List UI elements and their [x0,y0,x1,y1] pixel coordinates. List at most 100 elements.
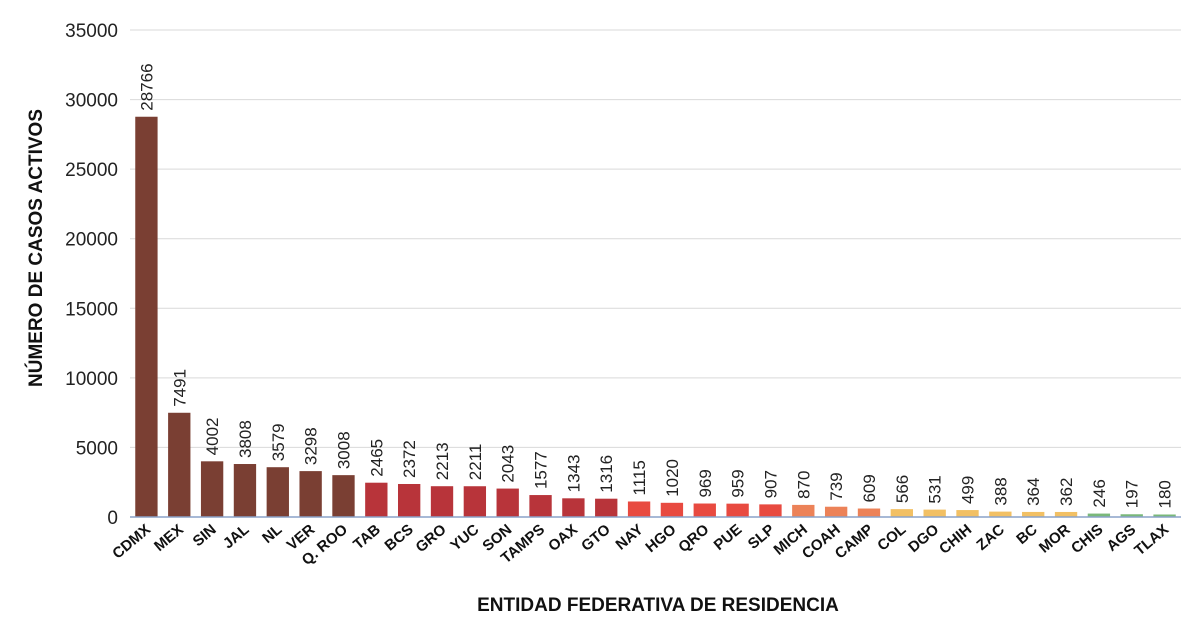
x-tick-label: TLAX [1131,521,1172,559]
bar [332,475,355,517]
data-label: 180 [1156,480,1175,508]
bar [1153,514,1176,517]
bar [1087,513,1111,517]
bar [989,511,1012,517]
bar [824,506,848,517]
bar [266,467,289,517]
data-label: 499 [959,476,978,504]
bar [135,116,158,518]
bar [956,510,979,517]
bar [792,504,815,517]
x-tick-label: PUE [711,521,746,554]
x-tick-label: QRO [675,521,712,556]
data-label: 4002 [203,417,222,455]
x-tick-label: TAB [350,521,384,553]
x-tick-label: CAMP [832,521,877,562]
bar [299,471,322,517]
y-tick-label: 10000 [65,369,118,390]
y-tick-label: 25000 [65,160,118,181]
data-label: 197 [1123,480,1142,508]
bar [365,482,388,517]
x-tick-label: DGO [905,521,942,556]
data-label: 1020 [663,459,682,497]
data-label: 246 [1090,479,1109,507]
bar [890,509,913,517]
bar [398,483,421,517]
x-tick-label: CHIS [1068,521,1106,557]
data-labels: 28766 7491 4002 3808 3579 3298 3008 2465 2372 221… [137,63,1174,508]
bar [200,461,224,517]
data-label: 3298 [302,427,321,465]
x-tick-label: YUC [447,521,482,554]
data-label: 2465 [367,439,386,477]
data-label: 3808 [236,420,255,458]
x-tick-label: NL [259,521,285,547]
data-label: 1115 [630,460,649,495]
x-tick-label: BCS [382,521,417,554]
bars [135,116,1176,518]
data-label: 907 [761,470,780,498]
y-axis-title: NÚMERO DE CASOS ACTIVOS [25,109,47,387]
x-tick-label: GTO [578,521,614,555]
data-label: 969 [696,469,715,497]
data-label: 959 [729,469,748,497]
y-tick-label: 5000 [76,438,118,459]
y-tick-label: 15000 [65,299,118,320]
x-tick-label: NAY [613,521,647,553]
data-label: 388 [991,477,1010,505]
bar [1120,514,1143,517]
x-tick-label: MOR [1036,521,1074,557]
x-tick-label: OAX [545,521,581,555]
data-label: 364 [1024,478,1043,506]
x-tick-label: HGO [642,521,679,556]
bar [923,509,946,517]
data-label: 362 [1057,478,1076,506]
data-label: 3579 [269,423,288,461]
x-axis-title: ENTIDAD FEDERATIVA DE RESIDENCIA [477,595,839,616]
bar [726,503,749,517]
y-tick-label: 20000 [65,230,118,251]
gridlines [130,29,1181,448]
data-label: 531 [926,475,945,503]
x-tick-label: JAL [220,521,253,552]
bar [857,508,881,517]
bar [660,502,684,517]
data-label: 566 [893,475,912,503]
data-label: 870 [794,471,813,499]
data-label: 1316 [597,455,616,493]
x-tick-label: ZAC [973,521,1008,554]
bar [529,495,552,517]
x-tick-label: GRO [412,521,449,556]
bar [693,503,716,517]
data-label: 7491 [170,369,189,407]
x-tick-label: CHIH [936,521,975,558]
data-label: 1343 [564,454,583,492]
bar [1054,511,1078,517]
bar [496,488,519,517]
bar [168,412,191,517]
y-tick-label: 0 [107,508,118,529]
y-tick-label: 30000 [65,91,118,112]
y-axis-ticks: 0 5000 10000 15000 20000 25000 30000 35000 [65,21,118,529]
data-label: 3008 [334,431,353,469]
data-label: 28766 [137,63,156,110]
x-tick-label: SIN [190,521,220,550]
data-label: 2043 [499,445,518,483]
bar [430,486,454,517]
data-label: 1577 [532,451,551,489]
bar [1022,511,1045,517]
bar [627,501,651,517]
x-tick-label: COL [874,521,909,554]
data-label: 739 [827,472,846,500]
data-label: 609 [860,474,879,502]
bar [233,464,257,517]
data-label: 2211 [466,444,485,481]
bar [562,498,585,517]
data-label: 2213 [433,442,452,480]
x-tick-label: MEX [151,521,187,555]
y-tick-label: 35000 [65,21,118,42]
bar [595,498,618,517]
